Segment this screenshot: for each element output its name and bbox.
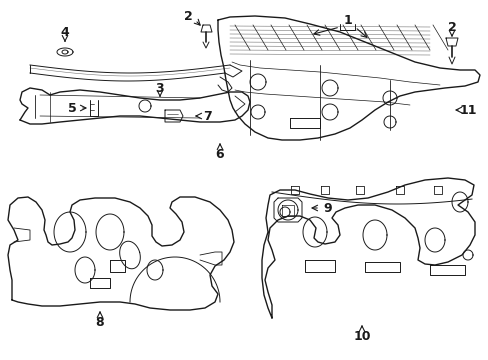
Text: 6: 6: [215, 148, 224, 161]
Text: 11: 11: [458, 104, 476, 117]
Text: 7: 7: [203, 109, 212, 122]
Text: 3: 3: [155, 81, 164, 95]
Text: 2: 2: [183, 9, 192, 23]
Text: 10: 10: [352, 329, 370, 342]
Text: 5: 5: [67, 102, 76, 114]
Text: 2: 2: [447, 21, 455, 33]
Text: 1: 1: [343, 14, 352, 27]
Text: 4: 4: [61, 26, 69, 39]
Text: 8: 8: [96, 315, 104, 328]
Text: 9: 9: [323, 202, 332, 215]
